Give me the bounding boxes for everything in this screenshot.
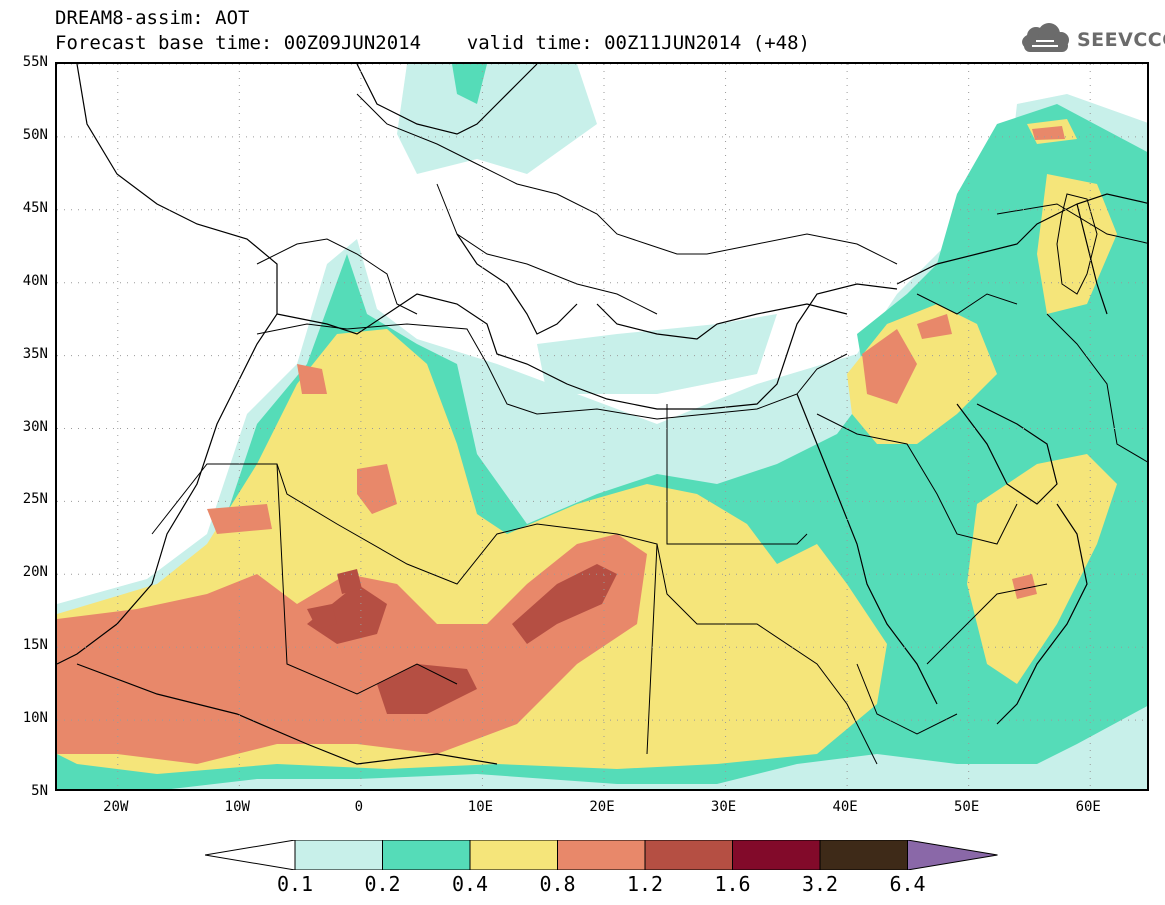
colorbar-level-label: 0.2 bbox=[364, 872, 401, 896]
coastlines bbox=[57, 64, 1147, 765]
colorbar-segment bbox=[732, 840, 821, 870]
colorbar-segment bbox=[557, 840, 646, 870]
lat-tick-label: 40N bbox=[22, 272, 48, 289]
lat-tick-label: 10N bbox=[22, 710, 48, 727]
colorbar-level-label: 1.6 bbox=[714, 872, 751, 896]
lon-tick-label: 10W bbox=[224, 799, 250, 815]
lon-tick-label: 20E bbox=[589, 799, 615, 815]
colorbar-segment bbox=[819, 840, 908, 870]
colorbar-level-label: 0.4 bbox=[451, 872, 489, 896]
lat-tick-label: 20N bbox=[22, 564, 48, 581]
lon-tick-label: 30E bbox=[710, 799, 737, 815]
graticule bbox=[57, 64, 1147, 789]
colorbar-level-label: 0.1 bbox=[276, 872, 314, 896]
colorbar-level-label: 0.8 bbox=[539, 872, 576, 896]
lat-tick-label: 25N bbox=[22, 491, 48, 508]
lon-tick-label: 10E bbox=[467, 799, 494, 815]
colorbar bbox=[205, 840, 998, 870]
map-title: DREAM8-assim: AOT bbox=[55, 7, 250, 29]
lat-tick-label: 5N bbox=[31, 783, 48, 799]
cloud-icon bbox=[1022, 23, 1069, 52]
colorbar-segment bbox=[644, 840, 733, 870]
lat-tick-label: 15N bbox=[22, 637, 48, 654]
colorbar-segment bbox=[469, 840, 558, 870]
map-canvas bbox=[57, 64, 1147, 789]
aot-map bbox=[55, 62, 1149, 791]
caspian-sea bbox=[1056, 193, 1098, 295]
aot-contour-1-2 bbox=[307, 564, 617, 714]
lon-tick-label: 60E bbox=[1075, 799, 1101, 815]
lat-tick-label: 35N bbox=[22, 345, 48, 362]
lon-tick-label: 50E bbox=[954, 799, 980, 815]
colorbar-max-arrow bbox=[907, 840, 998, 870]
colorbar-segment bbox=[294, 840, 383, 870]
lat-tick-label: 45N bbox=[22, 199, 48, 216]
colorbar-level-label: 6.4 bbox=[889, 872, 926, 896]
lon-tick-label: 40E bbox=[832, 799, 858, 815]
colorbar-level-label: 1.2 bbox=[626, 872, 664, 896]
lat-tick-label: 50N bbox=[22, 126, 48, 143]
logo-text: SEEVCCC bbox=[1077, 29, 1165, 51]
lat-tick-label: 55N bbox=[22, 54, 48, 70]
colorbar-level-label: 3.2 bbox=[801, 872, 839, 896]
colorbar-min-arrow bbox=[205, 840, 296, 870]
forecast-times: Forecast base time: 00Z09JUN2014 valid t… bbox=[55, 32, 810, 54]
colorbar-segment bbox=[382, 840, 471, 870]
lon-tick-label: 20W bbox=[103, 799, 129, 815]
lat-tick-label: 30N bbox=[22, 418, 48, 435]
lon-tick-label: 0 bbox=[354, 799, 364, 815]
